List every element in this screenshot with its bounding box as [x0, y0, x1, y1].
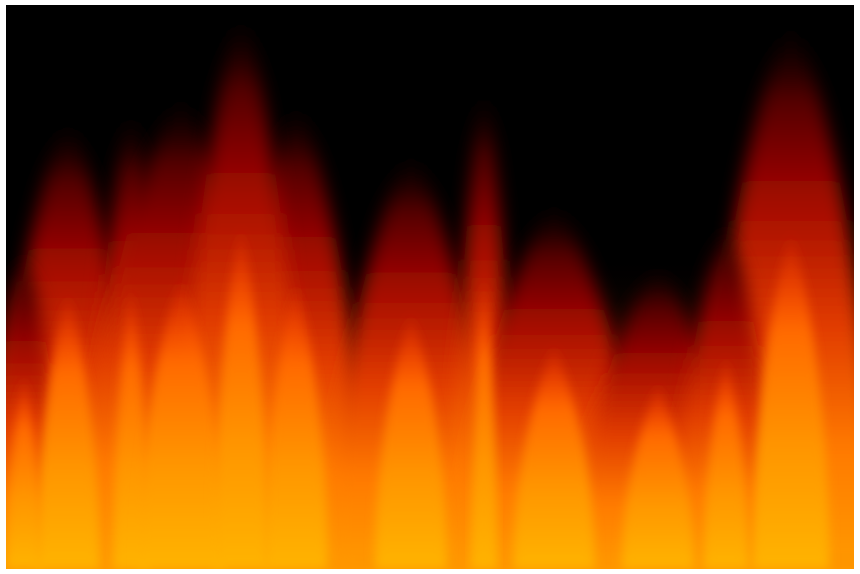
flame-core	[138, 275, 224, 569]
flame-core	[375, 310, 447, 569]
flame-cores-group	[6, 222, 830, 569]
flame-core	[113, 282, 149, 569]
flame-core	[264, 278, 328, 569]
flame-core	[622, 380, 694, 569]
flame-core	[513, 341, 595, 569]
flame-canvas	[6, 5, 854, 569]
flame-core	[214, 222, 268, 569]
flame-core	[470, 268, 498, 569]
flame-core	[36, 289, 100, 569]
flame-core	[703, 352, 749, 569]
flame-core	[752, 229, 830, 569]
flame-core	[6, 369, 42, 569]
flame-graphic	[6, 5, 854, 569]
